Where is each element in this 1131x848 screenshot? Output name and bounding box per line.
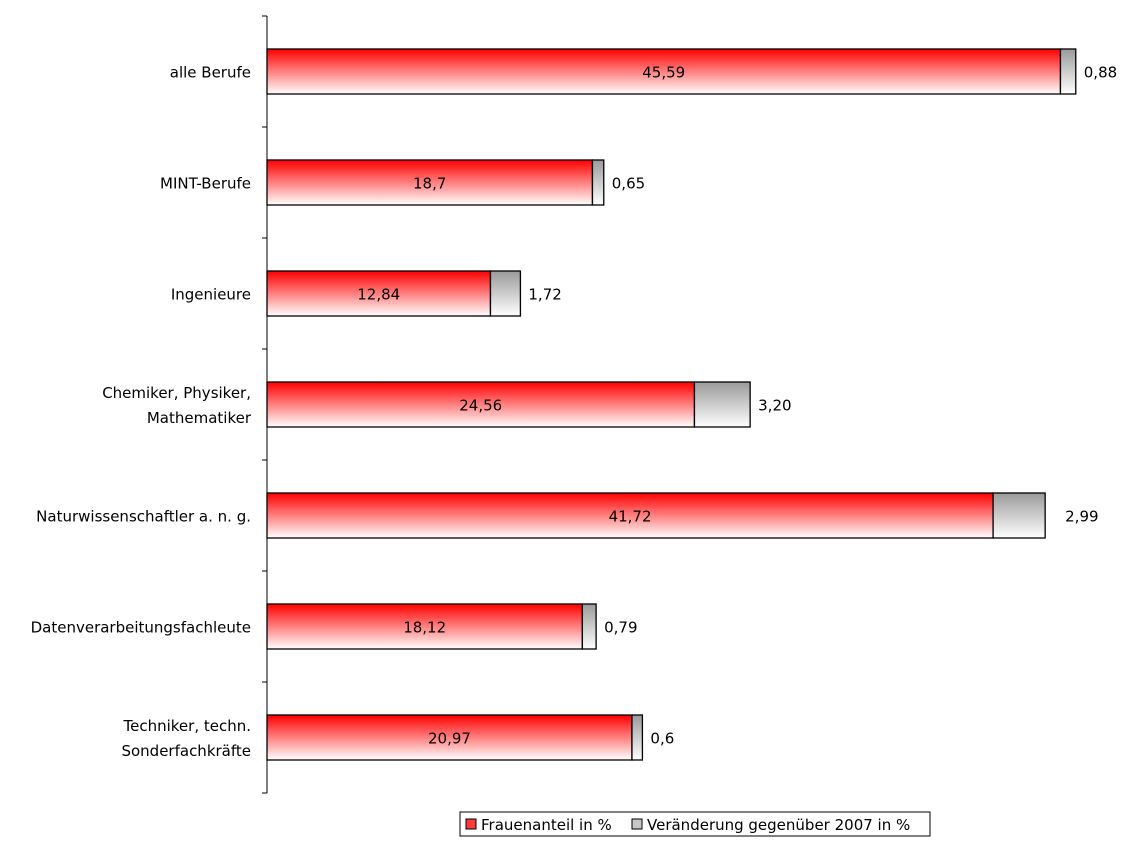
data-label-veraenderung: 0,6: [650, 730, 674, 748]
category-label: Ingenieure: [171, 286, 251, 304]
bar-frauenanteil: [266, 381, 696, 428]
category-label: Naturwissenschaftler a. n. g.: [36, 508, 251, 526]
legend: Frauenanteil in % Veränderung gegenüber 2…: [459, 811, 931, 837]
bar-veraenderung: [489, 270, 522, 317]
legend-label-frauenanteil: Frauenanteil in %: [481, 816, 612, 834]
category-label-line: Chemiker, Physiker,: [102, 384, 251, 402]
bar-veraenderung: [581, 603, 597, 650]
category-label-line: alle Berufe: [170, 64, 251, 82]
bar-veraenderung: [631, 714, 644, 761]
bar-frauenanteil: [266, 492, 994, 539]
data-label-veraenderung: 1,72: [528, 286, 561, 304]
data-label-frauenanteil: 24,56: [459, 397, 502, 415]
bar-veraenderung: [693, 381, 751, 428]
bar-frauenanteil: [266, 270, 492, 317]
category-label: alle Berufe: [170, 64, 251, 82]
legend-swatch-frauenanteil: [465, 818, 477, 830]
bar-veraenderung: [992, 492, 1046, 539]
category-axis: [262, 15, 268, 794]
category-label: MINT-Berufe: [160, 175, 251, 193]
data-label-veraenderung: 0,79: [604, 619, 637, 637]
bar-frauenanteil: [266, 159, 594, 206]
category-label-line: Mathematiker: [147, 409, 252, 427]
category-label-line: Ingenieure: [171, 286, 251, 304]
category-label: Techniker, techn. Sonderfachkräfte: [121, 717, 251, 760]
bar-veraenderung: [591, 159, 605, 206]
category-label: Chemiker, Physiker, Mathematiker: [102, 384, 252, 427]
bar-frauenanteil: [266, 48, 1062, 95]
category-label: Datenverarbeitungsfachleute: [31, 619, 251, 637]
data-label-veraenderung: 2,99: [1065, 508, 1098, 526]
data-label-veraenderung: 0,88: [1084, 64, 1117, 82]
legend-label-veraenderung: Veränderung gegenüber 2007 in %: [647, 816, 910, 834]
category-label-line: Naturwissenschaftler a. n. g.: [36, 508, 251, 526]
data-label-frauenanteil: 18,7: [413, 175, 446, 193]
bar-veraenderung: [1059, 48, 1077, 95]
data-label-frauenanteil: 18,12: [403, 619, 446, 637]
labels-layer: 45,59 0,88 alle Berufe 18,7 0,65 MINT-Berufe 1…: [31, 64, 1118, 761]
bar-frauenanteil: [266, 714, 633, 761]
category-label-line: Datenverarbeitungsfachleute: [31, 619, 251, 637]
category-label-line: MINT-Berufe: [160, 175, 251, 193]
data-label-frauenanteil: 12,84: [357, 286, 400, 304]
legend-swatch-veraenderung: [631, 818, 643, 830]
category-label-line: Sonderfachkräfte: [121, 742, 251, 760]
data-label-veraenderung: 0,65: [612, 175, 645, 193]
category-label-line: Techniker, techn.: [123, 717, 252, 735]
legend-box: [459, 811, 931, 837]
bars-layer: [266, 48, 1077, 761]
data-label-frauenanteil: 41,72: [609, 508, 652, 526]
data-label-frauenanteil: 20,97: [428, 730, 471, 748]
data-label-frauenanteil: 45,59: [642, 64, 685, 82]
data-label-veraenderung: 3,20: [758, 397, 791, 415]
